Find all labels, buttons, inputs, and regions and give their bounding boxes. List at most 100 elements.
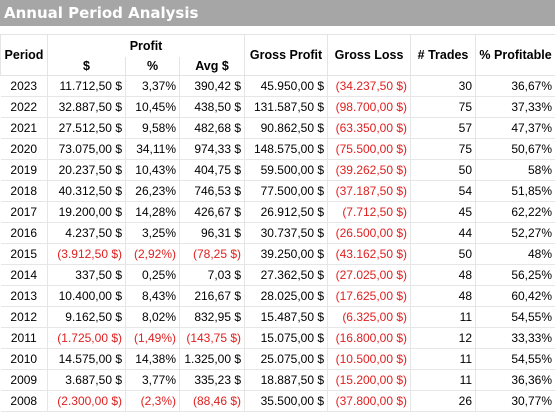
cell-pct-profitable: 52,27% <box>475 222 555 244</box>
cell-gross-loss: (27.025,00 $) <box>327 264 412 286</box>
cell-profit-pct: 3,77% <box>125 369 180 391</box>
cell-pct-profitable: 36,67% <box>475 75 555 97</box>
cell-trades: 50 <box>410 243 477 265</box>
header-pct-profitable[interactable]: % Profitable <box>475 34 555 76</box>
table-row[interactable]: 2015 (3.912,50 $) (2,92%) (78,25 $) 39.250,0… <box>0 243 555 265</box>
cell-profit: 337,50 $ <box>47 264 126 286</box>
table-row[interactable]: 2013 10.400,00 $8,43% 216,67 $28.025,00 $(… <box>0 285 555 307</box>
cell-pct-profitable: 50,67% <box>475 138 555 160</box>
cell-profit: 9.162,50 $ <box>47 306 126 328</box>
cell-avg: 974,33 $ <box>179 138 246 160</box>
cell-gross-loss: (34.237,50 $) <box>327 75 412 97</box>
table-row[interactable]: 2008 (2.300,00 $) (2,3%) (88,46 $) 35.500,00… <box>0 390 555 412</box>
cell-profit: 3.687,50 $ <box>47 369 126 391</box>
table-row[interactable]: 2021 27.512,50 $9,58% 482,68 $90.862,50 $(… <box>0 117 555 139</box>
cell-profit-pct: 3,37% <box>125 75 180 97</box>
header-period[interactable]: Period <box>0 34 48 76</box>
header-profit-avg[interactable]: Avg $ <box>178 56 246 76</box>
cell-trades: 75 <box>410 138 477 160</box>
cell-pct-profitable: 54,55% <box>475 348 555 370</box>
cell-period: 2019 <box>0 159 48 181</box>
cell-profit-pct: 10,43% <box>125 159 180 181</box>
cell-gross-loss: (63.350,00 $) <box>327 117 412 139</box>
cell-avg: 96,31 $ <box>179 222 246 244</box>
cell-gross-profit: 27.362,50 $ <box>244 264 329 286</box>
cell-profit-pct: (2,3%) <box>125 390 180 412</box>
cell-profit-pct: 3,25% <box>125 222 180 244</box>
table-row[interactable]: 2010 14.575,00 $14,38% 1.325,00 $25.075,00… <box>0 348 555 370</box>
cell-gross-loss: (17.625,00 $) <box>327 285 412 307</box>
spacer <box>0 26 555 34</box>
cell-profit-pct: 8,02% <box>125 306 180 328</box>
table-row[interactable]: 2011 (1.725,00 $) (1,49%) (143,75 $) 15.075,… <box>0 327 555 349</box>
table-row[interactable]: 2020 73.075,00 $34,11% 974,33 $148.575,00 … <box>0 138 555 160</box>
cell-profit-pct: (1,49%) <box>125 327 180 349</box>
cell-gross-profit: 77.500,00 $ <box>244 180 329 202</box>
header-profit-dollar[interactable]: $ <box>47 56 126 76</box>
cell-gross-profit: 28.025,00 $ <box>244 285 329 307</box>
cell-gross-loss: (37.187,50 $) <box>327 180 412 202</box>
cell-trades: 44 <box>410 222 477 244</box>
cell-pct-profitable: 36,36% <box>475 369 555 391</box>
cell-gross-profit: 59.500,00 $ <box>244 159 329 181</box>
cell-profit: 11.712,50 $ <box>47 75 126 97</box>
cell-avg: 390,42 $ <box>179 75 246 97</box>
cell-avg: 438,50 $ <box>179 96 246 118</box>
cell-pct-profitable: 47,37% <box>475 117 555 139</box>
cell-profit-pct: 10,45% <box>125 96 180 118</box>
cell-profit: 4.237,50 $ <box>47 222 126 244</box>
cell-pct-profitable: 33,33% <box>475 327 555 349</box>
header-profit-pct[interactable]: % <box>125 56 180 76</box>
cell-trades: 54 <box>410 180 477 202</box>
cell-period: 2012 <box>0 306 48 328</box>
cell-avg: 1.325,00 $ <box>179 348 246 370</box>
cell-gross-profit: 148.575,00 $ <box>244 138 329 160</box>
cell-trades: 57 <box>410 117 477 139</box>
cell-pct-profitable: 37,33% <box>475 96 555 118</box>
table-row[interactable]: 2022 32.887,50 $10,45% 438,50 $131.587,50 … <box>0 96 555 118</box>
cell-gross-profit: 45.950,00 $ <box>244 75 329 97</box>
cell-period: 2014 <box>0 264 48 286</box>
cell-gross-profit: 90.862,50 $ <box>244 117 329 139</box>
cell-avg: 426,67 $ <box>179 201 246 223</box>
cell-gross-loss: (39.262,50 $) <box>327 159 412 181</box>
cell-profit: 19.200,00 $ <box>47 201 126 223</box>
cell-gross-loss: (15.200,00 $) <box>327 369 412 391</box>
table-row[interactable]: 2023 11.712,50 $3,37% 390,42 $45.950,00 $(… <box>0 75 555 97</box>
header-gross-loss[interactable]: Gross Loss <box>327 34 412 76</box>
cell-profit: 27.512,50 $ <box>47 117 126 139</box>
table-row[interactable]: 2009 3.687,50 $3,77% 335,23 $18.887,50 $ (1… <box>0 369 555 391</box>
cell-period: 2011 <box>0 327 48 349</box>
cell-trades: 11 <box>410 306 477 328</box>
cell-profit-pct: 34,11% <box>125 138 180 160</box>
table-body: 2023 11.712,50 $3,37% 390,42 $45.950,00 $(… <box>0 75 555 412</box>
cell-gross-profit: 15.487,50 $ <box>244 306 329 328</box>
table-row[interactable]: 2019 20.237,50 $10,43% 404,75 $59.500,00 $… <box>0 159 555 181</box>
table-row[interactable]: 2016 4.237,50 $3,25% 96,31 $30.737,50 $ (26… <box>0 222 555 244</box>
cell-avg: (78,25 $) <box>179 243 246 265</box>
cell-gross-profit: 18.887,50 $ <box>244 369 329 391</box>
table-row[interactable]: 2014 337,50 $0,25% 7,03 $27.362,50 $ (27.02… <box>0 264 555 286</box>
cell-gross-profit: 26.912,50 $ <box>244 201 329 223</box>
cell-avg: 482,68 $ <box>179 117 246 139</box>
table-row[interactable]: 2012 9.162,50 $8,02% 832,95 $15.487,50 $ (6… <box>0 306 555 328</box>
cell-profit: 32.887,50 $ <box>47 96 126 118</box>
report-title: Annual Period Analysis <box>0 0 555 26</box>
cell-profit-pct: 14,38% <box>125 348 180 370</box>
cell-trades: 45 <box>410 201 477 223</box>
cell-pct-profitable: 62,22% <box>475 201 555 223</box>
cell-gross-loss: (16.800,00 $) <box>327 327 412 349</box>
cell-profit: 10.400,00 $ <box>47 285 126 307</box>
cell-period: 2017 <box>0 201 48 223</box>
header-gross-profit[interactable]: Gross Profit <box>244 34 329 76</box>
cell-gross-loss: (10.500,00 $) <box>327 348 412 370</box>
cell-profit-pct: 8,43% <box>125 285 180 307</box>
cell-period: 2010 <box>0 348 48 370</box>
annual-period-table: Period Profit Gross Profit Gross Loss # … <box>0 34 555 412</box>
header-trades[interactable]: # Trades <box>410 34 477 76</box>
cell-gross-profit: 30.737,50 $ <box>244 222 329 244</box>
cell-trades: 48 <box>410 285 477 307</box>
table-row[interactable]: 2017 19.200,00 $14,28% 426,67 $26.912,50 $… <box>0 201 555 223</box>
table-row[interactable]: 2018 40.312,50 $26,23% 746,53 $77.500,00 $… <box>0 180 555 202</box>
cell-profit-pct: 9,58% <box>125 117 180 139</box>
